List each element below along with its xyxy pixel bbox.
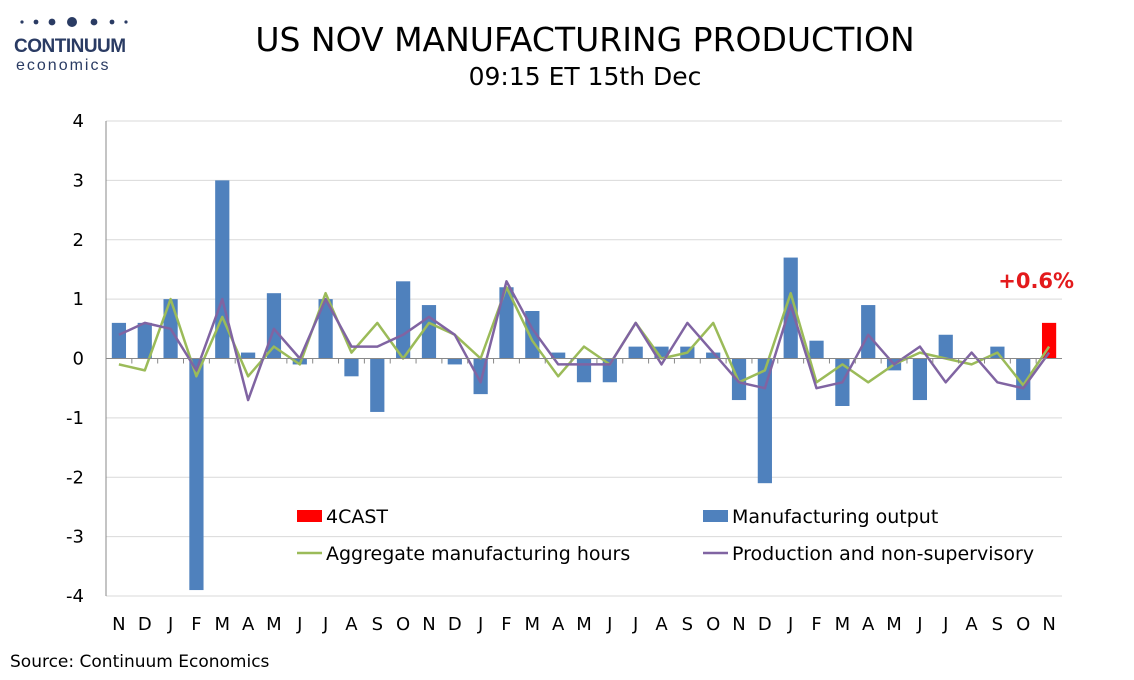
- legend: 4CAST Manufacturing output Aggregate manuf…: [297, 506, 1034, 565]
- output-bar: [706, 352, 721, 359]
- output-bar: [241, 352, 256, 359]
- legend-swatch: [297, 510, 322, 522]
- output-bar: [1016, 358, 1031, 401]
- x-tick-label: J: [942, 614, 948, 635]
- x-tick-label: M: [835, 614, 851, 635]
- x-tick-label: A: [552, 614, 565, 635]
- x-tick-label: J: [787, 614, 793, 635]
- x-tick-label: N: [112, 614, 125, 635]
- x-tick-label: J: [167, 614, 173, 635]
- source-note: Source: Continuum Economics: [10, 652, 270, 672]
- output-bar: [938, 334, 953, 359]
- y-tick-label: 4: [73, 111, 84, 132]
- x-tick-label: S: [992, 614, 1003, 635]
- grid-layer: [106, 120, 1062, 597]
- output-bar: [809, 340, 824, 359]
- x-tick-label: J: [632, 614, 638, 635]
- x-tick-label: M: [266, 614, 282, 635]
- output-bar: [861, 305, 876, 359]
- x-tick-label: A: [242, 614, 255, 635]
- output-bar: [189, 358, 204, 591]
- output-bar: [318, 299, 333, 359]
- legend-swatch: [703, 510, 728, 522]
- output-bar: [757, 358, 772, 484]
- x-tick-label: M: [576, 614, 592, 635]
- x-tick-label: J: [322, 614, 328, 635]
- x-tick-label: M: [215, 614, 231, 635]
- x-tick-label: M: [525, 614, 541, 635]
- output-bar: [912, 358, 927, 401]
- y-tick-label: 2: [73, 230, 84, 251]
- chart-title: US NOV MANUFACTURING PRODUCTION: [255, 20, 915, 59]
- forecast-bar: [1041, 322, 1057, 359]
- x-tick-label: D: [448, 614, 462, 635]
- legend-label: Manufacturing output: [732, 506, 938, 528]
- x-tick-label: O: [1016, 614, 1030, 635]
- x-tick-label: F: [811, 614, 821, 635]
- x-tick-label: A: [862, 614, 875, 635]
- legend-label: Aggregate manufacturing hours: [326, 543, 630, 565]
- output-bar: [215, 180, 230, 359]
- output-bar: [344, 358, 359, 377]
- x-tick-label: O: [706, 614, 720, 635]
- x-tick-label: J: [477, 614, 483, 635]
- y-tick-label: 1: [73, 289, 84, 310]
- x-tick-label: D: [758, 614, 772, 635]
- output-bar: [654, 346, 669, 359]
- forecast-annotation: +0.6%: [998, 269, 1074, 293]
- x-tick-label: J: [916, 614, 922, 635]
- logo-subtitle: economics: [16, 57, 111, 74]
- x-tick-label: S: [682, 614, 693, 635]
- chart-subtitle: 09:15 ET 15th Dec: [468, 62, 702, 91]
- x-tick-label: N: [1042, 614, 1055, 635]
- logo-name: CONTINUUM: [14, 36, 126, 57]
- y-tick-label: 3: [73, 170, 84, 191]
- output-bar: [628, 346, 643, 359]
- output-bar: [266, 293, 282, 359]
- x-tick-label: O: [396, 614, 410, 635]
- x-tick-label: N: [422, 614, 435, 635]
- nonsupervisory-line: [118, 280, 1051, 402]
- x-tick-label: J: [296, 614, 302, 635]
- x-tick-label: F: [191, 614, 201, 635]
- y-tick-label: -2: [66, 467, 84, 488]
- x-tick-label: M: [886, 614, 902, 635]
- y-tick-label: -3: [66, 527, 84, 548]
- logo-dots-icon: [20, 17, 128, 27]
- output-bar: [551, 352, 566, 359]
- company-logo: CONTINUUM economics: [14, 14, 134, 76]
- legend-label: Production and non-supervisory: [732, 543, 1034, 565]
- x-tick-label: F: [501, 614, 511, 635]
- output-bar: [396, 281, 411, 359]
- output-bar: [576, 358, 592, 383]
- x-tick-label: D: [138, 614, 152, 635]
- x-tick-label: N: [732, 614, 745, 635]
- x-tick-label: A: [965, 614, 978, 635]
- y-tick-label: 0: [73, 349, 84, 370]
- x-tick-label: A: [655, 614, 668, 635]
- y-tick-label: -1: [66, 408, 84, 429]
- output-bar: [370, 358, 385, 412]
- line-layer: [118, 280, 1051, 402]
- output-bar: [447, 358, 462, 365]
- output-bar: [499, 287, 514, 359]
- legend-label: 4CAST: [326, 506, 388, 528]
- y-tick-label: -4: [66, 586, 84, 607]
- x-tick-label: A: [345, 614, 358, 635]
- output-bar: [111, 322, 127, 359]
- x-tick-label: S: [372, 614, 383, 635]
- output-bar: [137, 322, 152, 359]
- x-tick-label: J: [606, 614, 612, 635]
